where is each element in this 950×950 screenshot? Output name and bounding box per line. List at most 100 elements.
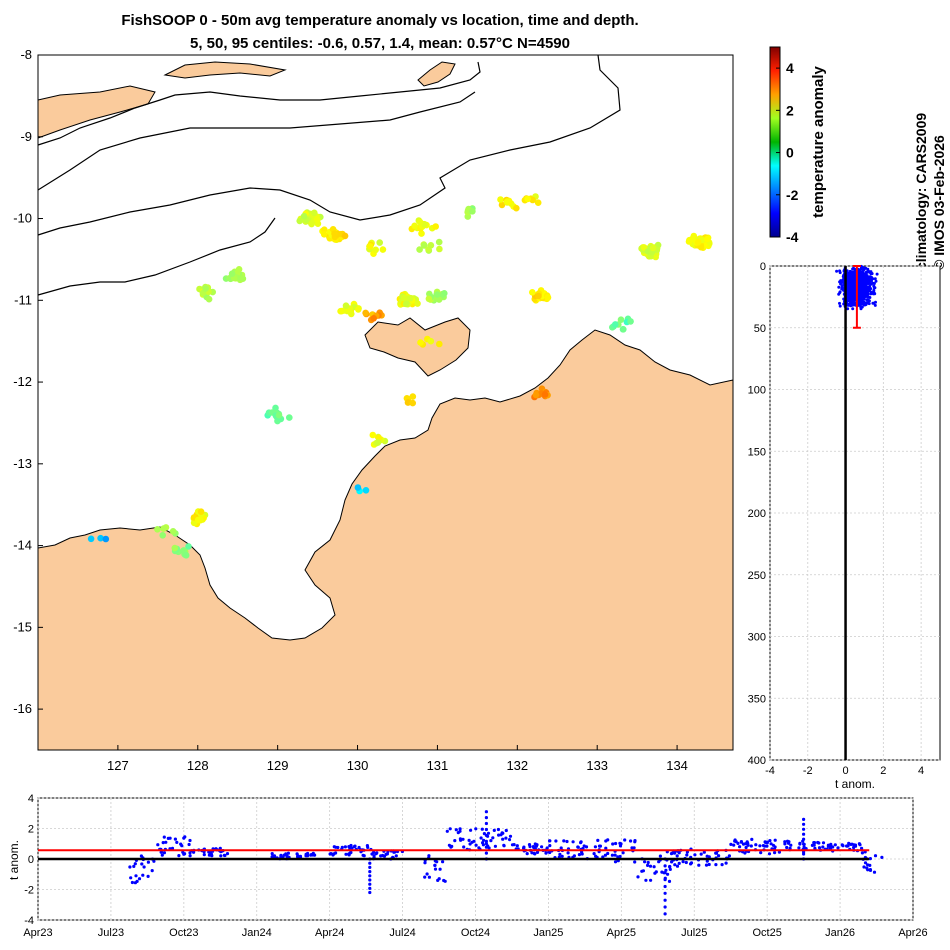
profile-point	[875, 272, 879, 276]
ts-point	[486, 831, 491, 835]
profile-ytick-label: 400	[748, 755, 766, 767]
ts-point	[454, 828, 458, 832]
ts-point	[646, 860, 650, 865]
map-point	[202, 285, 209, 292]
ts-point	[769, 842, 773, 846]
ts-point	[640, 869, 644, 873]
profile-point	[850, 274, 854, 278]
ts-point	[188, 838, 192, 843]
ts-spike-point	[484, 851, 488, 855]
ts-point	[530, 851, 534, 855]
ts-point	[508, 834, 513, 838]
ts-point	[162, 851, 166, 855]
map-ytick-label: -11	[14, 292, 32, 307]
map-ytick-label: -9	[20, 129, 32, 144]
ts-point	[532, 846, 536, 850]
ts-point	[548, 839, 552, 843]
ts-point	[344, 852, 348, 856]
ts-point	[528, 844, 532, 849]
map-point	[436, 245, 443, 253]
ts-point	[425, 872, 429, 876]
ts-xtick-label: Apr23	[23, 927, 52, 939]
ts-spike-point	[663, 898, 667, 902]
climatology-label: climatology: CARS2009	[913, 113, 929, 270]
ts-point	[164, 840, 168, 844]
ts-point	[491, 836, 495, 840]
land-island-mid	[163, 61, 287, 79]
ts-point	[598, 844, 603, 848]
ts-point	[654, 870, 658, 874]
profile-point	[838, 301, 841, 305]
ts-point	[140, 862, 144, 866]
ts-point	[606, 838, 610, 842]
ts-spike-point	[663, 912, 667, 916]
map-point	[649, 244, 657, 252]
map-panel: 127 128 129 130 131 132 133 134 -8 -9 -10 -11 -12 -13…	[13, 47, 734, 773]
ts-point	[845, 844, 849, 848]
ts-point	[159, 850, 163, 854]
map-point	[409, 393, 417, 400]
ts-point	[336, 845, 340, 850]
ts-point	[673, 851, 677, 855]
ts-point	[872, 870, 877, 874]
ts-xtick-label: Jan24	[242, 927, 272, 939]
map-point	[374, 439, 382, 446]
ts-point	[853, 843, 858, 847]
ts-xtick-label: Oct25	[752, 927, 781, 939]
map-point	[418, 230, 425, 237]
ts-point	[675, 864, 680, 868]
ts-point	[739, 840, 744, 844]
map-point	[354, 484, 362, 491]
ts-point	[210, 854, 214, 858]
map-point	[694, 239, 702, 246]
ts-point	[786, 841, 791, 845]
ts-point	[173, 837, 177, 841]
ts-point	[175, 840, 179, 845]
ts-point	[684, 860, 688, 865]
ts-point	[629, 839, 633, 843]
profile-point	[871, 292, 875, 296]
ts-point	[433, 867, 438, 871]
ts-point	[535, 850, 540, 855]
map-point	[427, 242, 435, 249]
profile-point	[871, 281, 875, 285]
ts-point	[862, 865, 866, 869]
ts-point	[361, 853, 365, 857]
ts-point	[749, 844, 753, 848]
ts-point	[746, 842, 750, 846]
map-point	[612, 321, 619, 328]
map-point	[197, 508, 205, 515]
ts-point	[866, 868, 870, 872]
ts-points	[38, 810, 884, 916]
map-point	[379, 246, 387, 253]
ts-point	[183, 835, 187, 839]
map-xtick-label: 128	[187, 758, 209, 773]
ts-spike-point	[368, 882, 372, 886]
ts-point	[146, 874, 150, 879]
chart-subtitle: 5, 50, 95 centiles: -0.6, 0.57, 1.4, mea…	[190, 35, 570, 52]
ts-point	[668, 867, 672, 872]
ts-spike-point	[802, 852, 806, 856]
profile-point	[867, 287, 871, 291]
ts-point	[648, 864, 653, 868]
map-point	[185, 543, 192, 550]
map-point	[435, 296, 443, 303]
ts-spike-point	[802, 842, 806, 846]
map-ytick-label: -10	[13, 211, 32, 226]
ts-point	[773, 851, 777, 855]
ts-point	[545, 846, 549, 850]
map-point	[362, 487, 370, 494]
ts-xtick-label: Oct24	[461, 927, 490, 939]
ts-point	[347, 845, 351, 849]
ts-point	[707, 862, 711, 867]
colorbar-tick-label: 4	[786, 60, 794, 76]
ts-point	[812, 843, 816, 847]
ts-xtick-label: Apr24	[315, 927, 344, 939]
ts-point	[502, 843, 506, 847]
ts-point	[458, 837, 462, 841]
ts-point	[768, 839, 772, 843]
ts-point	[182, 852, 186, 856]
ts-point	[571, 840, 575, 844]
profile-point	[842, 288, 845, 292]
ts-point	[773, 845, 777, 849]
